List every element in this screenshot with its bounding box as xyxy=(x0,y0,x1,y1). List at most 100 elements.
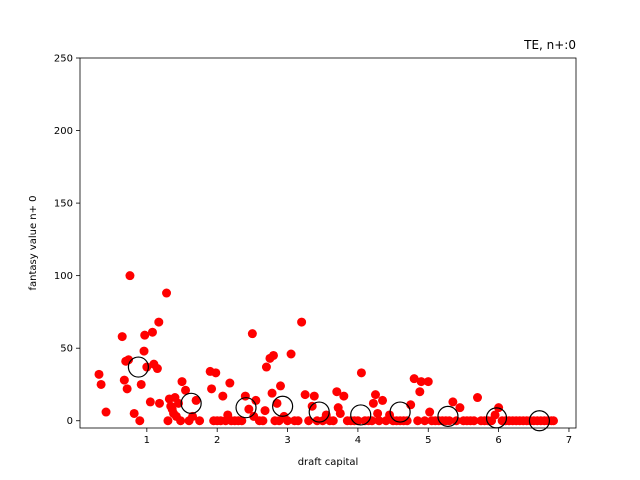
data-point xyxy=(177,377,187,387)
data-point xyxy=(162,288,172,298)
y-tick-label: 50 xyxy=(60,344,73,355)
data-point xyxy=(276,381,286,391)
data-point xyxy=(191,395,201,405)
data-point xyxy=(139,346,149,356)
data-point xyxy=(173,398,183,408)
data-point xyxy=(332,387,342,397)
x-tick-label: 4 xyxy=(355,435,361,446)
data-point xyxy=(413,416,423,426)
data-point xyxy=(473,393,483,403)
data-point xyxy=(368,398,378,408)
x-tick-label: 5 xyxy=(425,435,431,446)
binned-mean-point xyxy=(437,405,459,427)
binned-mean-point xyxy=(272,395,294,417)
data-point xyxy=(136,379,146,389)
data-point xyxy=(272,398,282,408)
data-point xyxy=(261,362,271,372)
data-point xyxy=(425,407,435,417)
binned-mean-point xyxy=(235,397,257,419)
x-axis: 1 2 3 4 5 6 7 xyxy=(144,428,572,446)
data-point xyxy=(402,416,412,426)
data-point xyxy=(286,349,296,359)
x-tick-label: 3 xyxy=(284,435,290,446)
y-tick-label: 250 xyxy=(54,54,73,65)
data-point xyxy=(207,384,217,394)
data-point xyxy=(339,391,349,401)
data-point xyxy=(297,317,307,327)
data-point xyxy=(188,411,198,421)
data-point xyxy=(293,416,303,426)
data-points-binned-means xyxy=(127,356,551,432)
data-point xyxy=(490,410,500,420)
x-tick-label: 6 xyxy=(495,435,501,446)
data-point xyxy=(119,375,129,385)
data-point xyxy=(283,416,293,426)
data-point xyxy=(251,395,261,405)
y-axis-label: fantasy value n+ 0 xyxy=(28,195,39,290)
chart-title: TE, n+:0 xyxy=(523,38,576,52)
data-point xyxy=(244,404,254,414)
data-point xyxy=(125,271,135,281)
data-point xyxy=(423,377,433,387)
data-point xyxy=(140,330,150,340)
data-point xyxy=(258,416,268,426)
data-point xyxy=(356,368,366,378)
data-point xyxy=(101,407,111,417)
data-point xyxy=(420,416,430,426)
data-point xyxy=(181,385,191,395)
data-point xyxy=(444,416,454,426)
data-point xyxy=(237,416,247,426)
y-axis: 0 50 100 150 200 250 xyxy=(54,54,80,427)
data-point xyxy=(378,395,388,405)
data-point xyxy=(163,416,173,426)
data-point xyxy=(328,416,338,426)
x-tick-label: 7 xyxy=(566,435,572,446)
plot-frame xyxy=(79,57,577,429)
data-point xyxy=(374,416,384,426)
data-point xyxy=(548,416,558,426)
data-point xyxy=(96,379,106,389)
data-point xyxy=(309,391,319,401)
data-point xyxy=(122,384,132,394)
data-point xyxy=(335,408,345,418)
data-point xyxy=(370,390,380,400)
data-point xyxy=(373,408,383,418)
data-point xyxy=(409,374,419,384)
binned-mean-point xyxy=(180,392,202,414)
binned-mean-point xyxy=(308,401,330,423)
data-point xyxy=(154,317,164,327)
data-point xyxy=(218,391,228,401)
data-point xyxy=(124,355,134,365)
data-point xyxy=(415,387,425,397)
data-point xyxy=(135,416,145,426)
data-point xyxy=(240,391,250,401)
data-point xyxy=(247,329,257,339)
data-point xyxy=(455,403,465,413)
x-axis-label: draft capital xyxy=(298,457,359,468)
data-point xyxy=(260,406,270,416)
binned-mean-point xyxy=(528,410,551,432)
y-tick-label: 150 xyxy=(54,199,73,210)
data-point xyxy=(304,416,314,426)
data-point xyxy=(117,332,127,342)
data-point xyxy=(195,416,205,426)
x-tick-label: 1 xyxy=(144,435,150,446)
data-point xyxy=(300,390,310,400)
data-point xyxy=(147,327,157,337)
data-point xyxy=(268,350,278,360)
data-point xyxy=(267,388,277,398)
x-tick-label: 2 xyxy=(214,435,220,446)
data-point xyxy=(416,377,426,387)
binned-mean-point xyxy=(350,404,372,426)
y-tick-label: 0 xyxy=(67,416,73,427)
y-tick-label: 200 xyxy=(54,126,73,137)
binned-mean-point xyxy=(127,356,149,378)
data-point xyxy=(448,397,458,407)
data-point xyxy=(152,364,162,374)
binned-mean-point xyxy=(389,401,411,423)
data-point xyxy=(469,416,479,426)
data-point xyxy=(129,408,139,418)
data-point xyxy=(145,397,155,407)
